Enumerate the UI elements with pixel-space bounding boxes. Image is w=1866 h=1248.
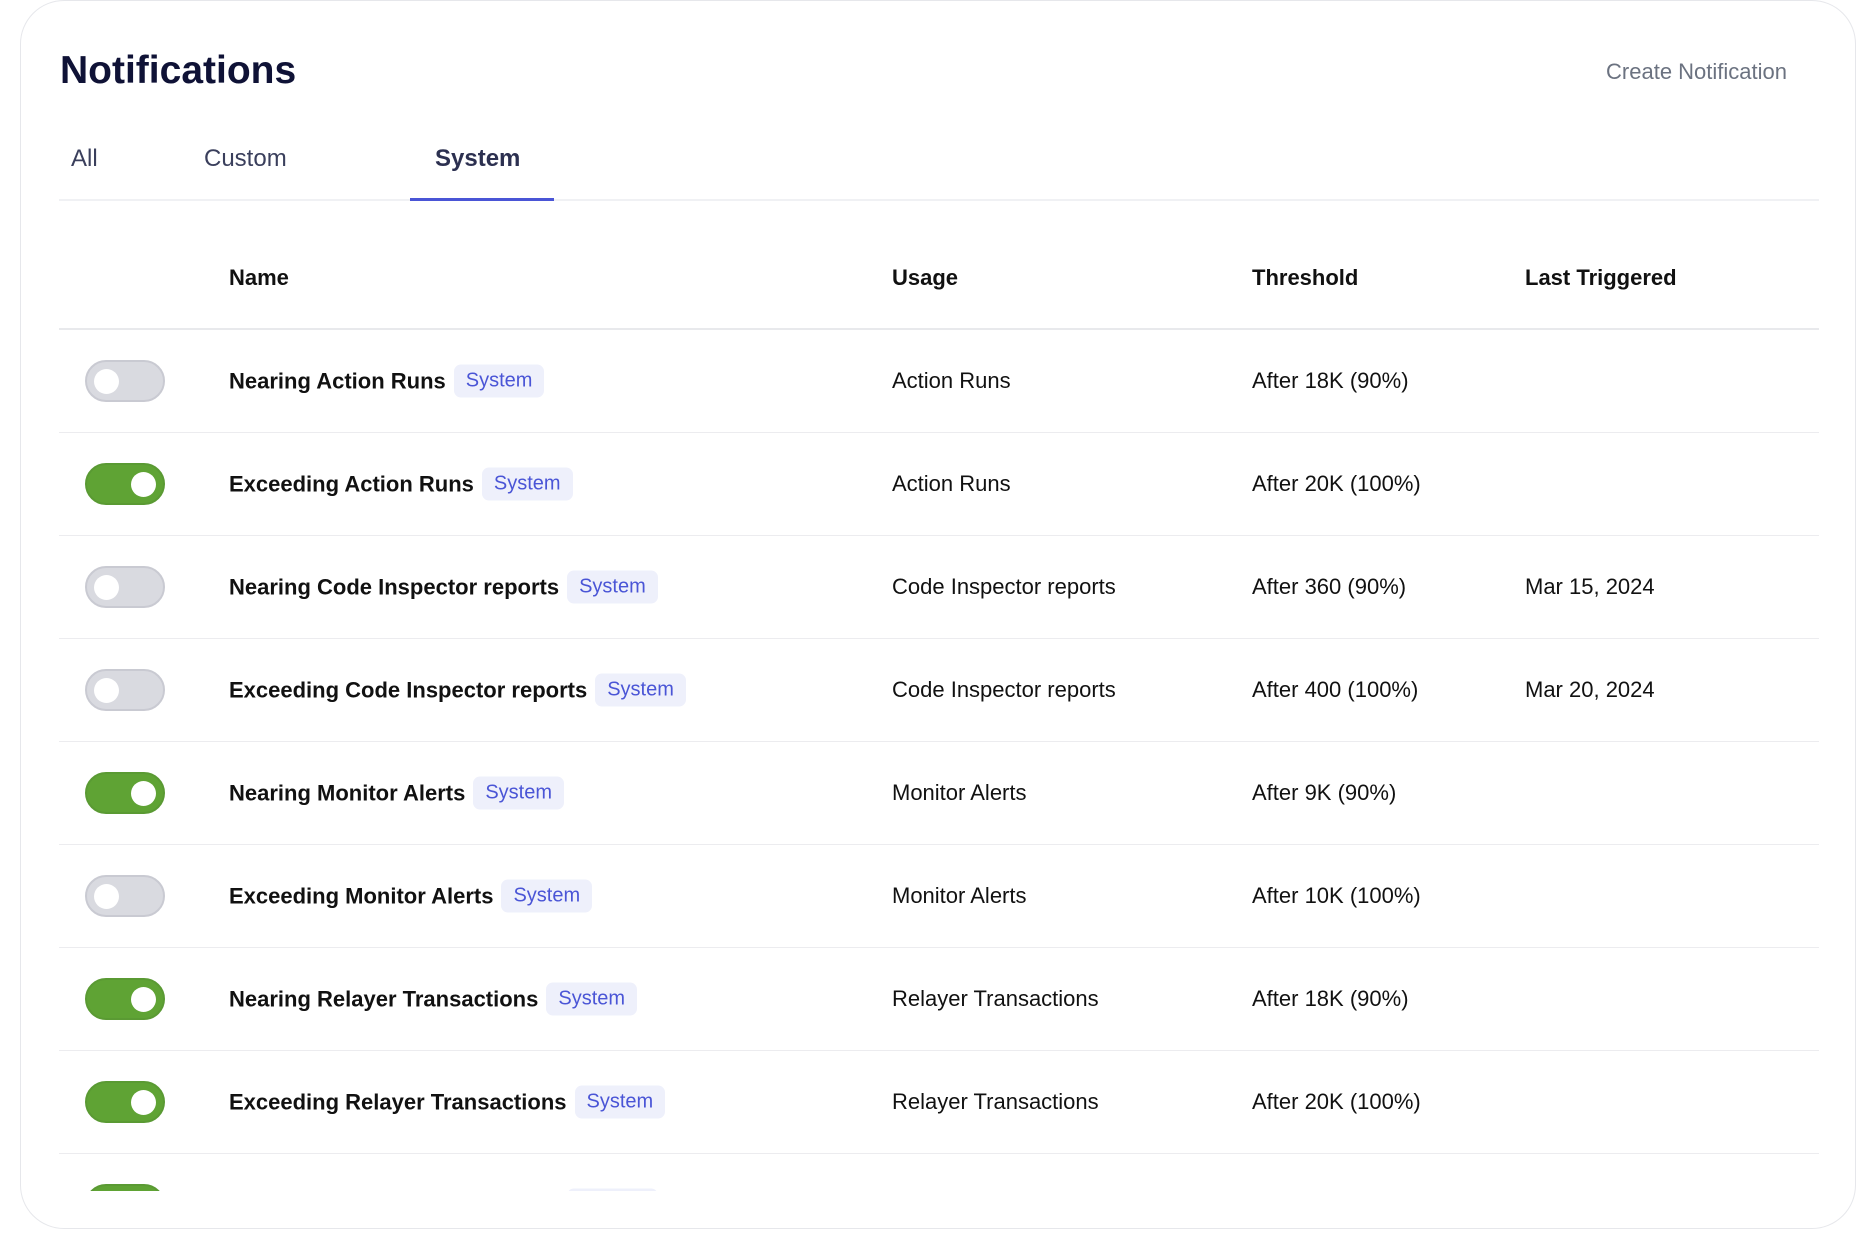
toggle-knob — [94, 575, 119, 600]
usage-cell: Action Runs — [892, 368, 1011, 393]
enable-toggle[interactable] — [85, 1081, 165, 1123]
last-triggered-cell: Mar 20, 2024 — [1525, 677, 1655, 702]
name-text: Nearing Code Inspector reports — [229, 574, 560, 599]
column-threshold: Threshold — [1252, 265, 1359, 290]
enable-toggle[interactable] — [85, 875, 165, 917]
table-row: Exceeding Monitor Alerts System Monitor A… — [59, 845, 1819, 948]
column-last-triggered: Last Triggered — [1525, 265, 1677, 290]
table-row: Exceeding Code Inspector reports System C… — [59, 639, 1819, 742]
name-text: Exceeding Monitor Alerts — [229, 883, 494, 908]
column-usage: Usage — [892, 265, 959, 290]
threshold-cell: After 10K (100%) — [1252, 883, 1421, 908]
notification-name: Exceeding Action Runs System — [229, 467, 573, 501]
system-badge: System — [567, 570, 658, 604]
usage-cell: Action Runs — [892, 471, 1011, 496]
toggle-knob — [94, 678, 119, 703]
table-row: Nearing Action Runs System Action Runs Af… — [59, 330, 1819, 433]
table-row: Nearing Monitor Alerts System Monitor Ale… — [59, 742, 1819, 845]
toggle-knob — [94, 884, 119, 909]
column-name: Name — [229, 265, 289, 290]
notification-name: Nearing Code Inspector reports System — [229, 570, 658, 604]
create-notification-button[interactable]: Create Notification — [1606, 59, 1787, 84]
notification-name: Exceeding Relayer Transactions System — [229, 1085, 666, 1119]
usage-cell: Code Inspector reports — [892, 574, 1116, 599]
notification-name: Nearing Monitor Alerts System — [229, 776, 565, 810]
system-badge: System — [574, 1085, 666, 1119]
system-badge: System — [595, 673, 686, 707]
page-title: Notifications — [60, 49, 297, 92]
toggle-knob — [131, 472, 156, 497]
name-text: Exceeding Code Inspector reports — [229, 677, 588, 702]
usage-cell: Relayer Transactions — [892, 1089, 1099, 1114]
name-text: Nearing Action Runs — [229, 368, 446, 393]
table-row: Exceeding Relayer Transactions System Rel… — [59, 1051, 1819, 1154]
system-badge: System — [567, 1188, 658, 1191]
name-text: Exceeding Relayer Transactions — [229, 1089, 567, 1114]
enable-toggle[interactable] — [85, 463, 165, 505]
toggle-knob — [131, 1090, 156, 1115]
table-row: Nearing Code Inspector reports System Cod… — [59, 536, 1819, 639]
notification-name: Exceeding Monitor Alerts System — [229, 879, 593, 913]
table-header: Name Usage Threshold Last Triggered — [59, 231, 1819, 330]
toggle-knob — [131, 987, 156, 1012]
enable-toggle[interactable] — [85, 1184, 165, 1191]
last-triggered-cell: Mar 15, 2024 — [1525, 574, 1655, 599]
enable-toggle[interactable] — [85, 772, 165, 814]
notifications-table: Name Usage Threshold Last Triggered Near… — [59, 231, 1819, 1191]
table-row: Exceeding Action Runs System Action Runs … — [59, 433, 1819, 536]
table-row: System — [59, 1154, 1819, 1191]
tab-bar: All Custom System — [59, 129, 1819, 201]
threshold-cell: After 20K (100%) — [1252, 1089, 1421, 1114]
notification-name: Nearing Relayer Transactions System — [229, 982, 638, 1016]
system-badge: System — [546, 982, 638, 1016]
enable-toggle[interactable] — [85, 360, 165, 402]
system-badge: System — [453, 364, 545, 398]
threshold-cell: After 9K (90%) — [1252, 780, 1397, 805]
name-text: Nearing Relayer Transactions — [229, 986, 539, 1011]
system-badge: System — [501, 879, 593, 913]
tab-custom[interactable]: Custom — [204, 145, 287, 172]
threshold-cell: After 18K (90%) — [1252, 368, 1409, 393]
usage-cell: Monitor Alerts — [892, 883, 1027, 908]
usage-cell: Code Inspector reports — [892, 677, 1116, 702]
active-tab-indicator — [410, 198, 554, 201]
system-badge: System — [473, 776, 565, 810]
threshold-cell: After 18K (90%) — [1252, 986, 1409, 1011]
usage-cell: Monitor Alerts — [892, 780, 1027, 805]
usage-cell: Relayer Transactions — [892, 986, 1099, 1011]
threshold-cell: After 400 (100%) — [1252, 677, 1419, 702]
system-badge: System — [481, 467, 573, 501]
threshold-cell: After 360 (90%) — [1252, 574, 1407, 599]
name-text: Nearing Monitor Alerts — [229, 780, 466, 805]
enable-toggle[interactable] — [85, 669, 165, 711]
enable-toggle[interactable] — [85, 566, 165, 608]
notification-name: Exceeding Code Inspector reports System — [229, 673, 686, 707]
notification-name: Nearing Action Runs System — [229, 364, 545, 398]
tab-system[interactable]: System — [435, 145, 521, 172]
enable-toggle[interactable] — [85, 978, 165, 1020]
toggle-knob — [94, 369, 119, 394]
table-row: Nearing Relayer Transactions System Relay… — [59, 948, 1819, 1051]
notifications-card: Notifications Create Notification All Cu… — [20, 0, 1856, 1229]
threshold-cell: After 20K (100%) — [1252, 471, 1421, 496]
toggle-knob — [131, 781, 156, 806]
name-text: Exceeding Action Runs — [229, 471, 474, 496]
notification-name: System — [559, 1188, 658, 1191]
tab-all[interactable]: All — [71, 145, 98, 172]
